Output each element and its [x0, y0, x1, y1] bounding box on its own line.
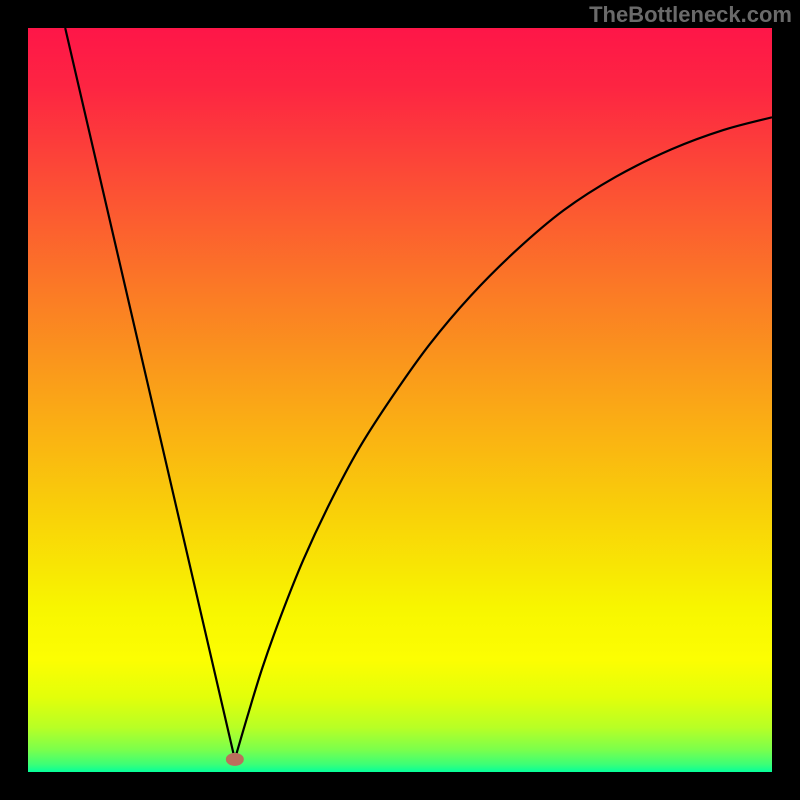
- bottleneck-chart: [0, 0, 800, 800]
- chart-container: TheBottleneck.com: [0, 0, 800, 800]
- gradient-background: [28, 28, 772, 772]
- watermark-text: TheBottleneck.com: [589, 2, 792, 28]
- min-marker: [226, 753, 244, 766]
